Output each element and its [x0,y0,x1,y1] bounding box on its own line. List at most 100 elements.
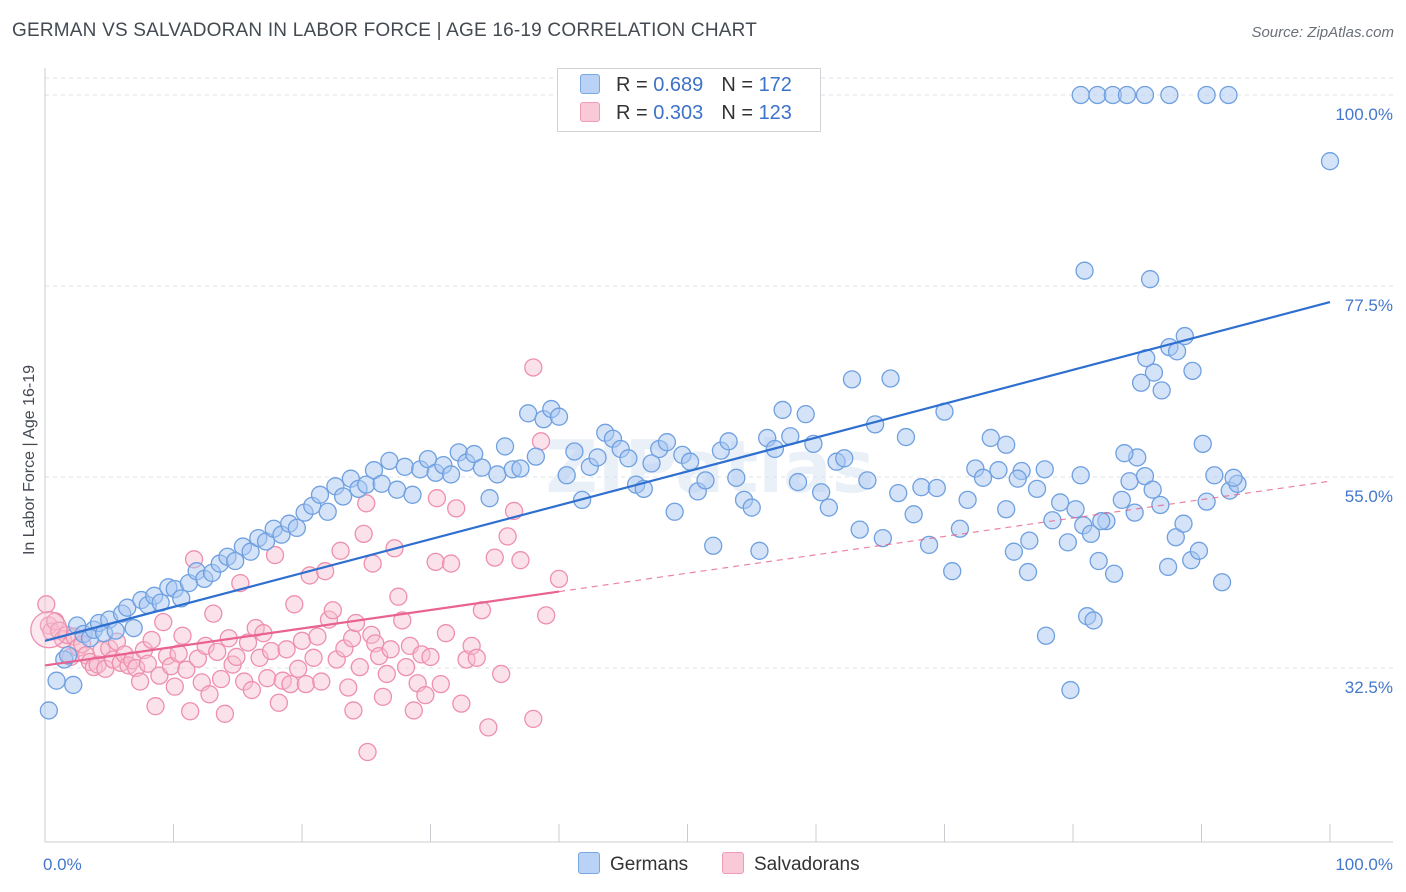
german-point [665,502,684,521]
german-point [1115,444,1134,463]
salvadoran-point [304,648,323,667]
salvadoran-point [227,647,246,667]
y-tick-label: 77.5% [1345,296,1393,315]
german-point [619,449,638,468]
german-point [465,444,484,464]
salvadoran-point [373,687,393,706]
salvadoran-points [30,358,569,762]
salvadoran-point [292,631,312,650]
german-point [480,489,499,508]
legend-n-label: N = [721,74,753,96]
german-r-value: 0.689 [653,74,704,96]
legend-row-germans: R = 0.689 N = 172 [580,74,792,98]
y-axis-label: In Labor Force | Age 16-19 [21,365,38,555]
german-point [1071,85,1090,105]
german-point [172,589,191,608]
german-point [511,459,530,478]
german-point [973,468,993,487]
german-point [1018,562,1038,582]
salvadoran-point [285,595,304,614]
german-point [441,465,461,484]
salvadoran-point [127,658,146,678]
german-point [403,485,422,504]
german-points [39,85,1340,720]
german-point [958,490,977,510]
salvadoran-point [467,648,486,667]
german-point [981,428,1000,448]
german-point [1125,503,1144,522]
german-point [1160,85,1179,105]
german-point [1112,490,1131,510]
german-point [47,671,66,690]
german-point [1140,270,1160,289]
german-point [1135,85,1155,105]
german-point [1088,85,1107,105]
german-point [380,451,399,470]
german-point [1008,469,1027,488]
german-point [1104,564,1124,583]
salvadoran-point [173,626,192,645]
german-point [889,483,908,503]
german-point [39,701,59,720]
salvadoran-point [381,640,400,659]
german-point [842,370,862,389]
salvadoran-point [531,432,551,451]
x-tick-label: 100.0% [1335,855,1393,874]
salvadoran-point [242,680,262,700]
legend-n-label: N = [721,102,753,124]
german-point [565,442,584,461]
german-point [696,471,715,490]
german-point [680,452,700,471]
german-point [1193,434,1212,454]
german-point [1143,480,1162,499]
german-point [1166,528,1185,547]
german-point [750,541,769,560]
german-point [1219,85,1238,105]
german-point [811,483,831,502]
german-point [557,466,576,485]
german-point [1004,542,1024,561]
german-point [1084,611,1103,630]
german-point [1089,551,1108,571]
salvadoran-point [344,701,363,720]
german-point [1158,557,1178,577]
salvadoran-point [296,674,316,694]
german-point [1092,511,1111,531]
german-point [333,487,353,506]
source-credit: Source: ZipAtlas.com [1251,24,1394,41]
german-point [1131,373,1151,392]
salvadoran-point [339,678,358,697]
salvadoran-point [426,552,445,572]
german-point [310,485,330,504]
tick-labels: 32.5% 55.0% 77.5% 100.0% 0.0% 100.0% [43,105,1393,874]
salvadoran-point [358,742,377,762]
salvadoran-swatch [722,852,744,874]
legend-item-germans: Germans [578,852,688,876]
salvadoran-point [416,685,435,705]
salvadoran-point [37,595,56,614]
legend-r-label: R = [616,102,648,124]
german-point [1075,261,1094,280]
german-point [1205,466,1224,485]
salvadoran-point [288,659,308,678]
salvadoran-point [142,630,161,650]
german-point [1066,500,1085,519]
german-point [835,449,854,468]
german-point [904,505,923,524]
german-point [495,437,515,456]
german-point [1197,492,1216,511]
salvadoran-point [181,702,200,721]
german-point [118,598,137,617]
legend-row-salvadorans: R = 0.303 N = 123 [580,102,792,126]
salvadoran-point [204,604,223,623]
salvadoran-point [169,644,188,663]
german-point [788,472,808,492]
german-point [943,562,962,581]
german-point [549,407,569,426]
salvadoran-n-value: 123 [758,102,792,124]
salvadoran-point [436,624,456,643]
salvadoran-point [357,494,376,513]
salvadoran-point [377,664,396,684]
y-tick-label: 55.0% [1345,487,1393,506]
salvadoran-point [215,704,235,723]
